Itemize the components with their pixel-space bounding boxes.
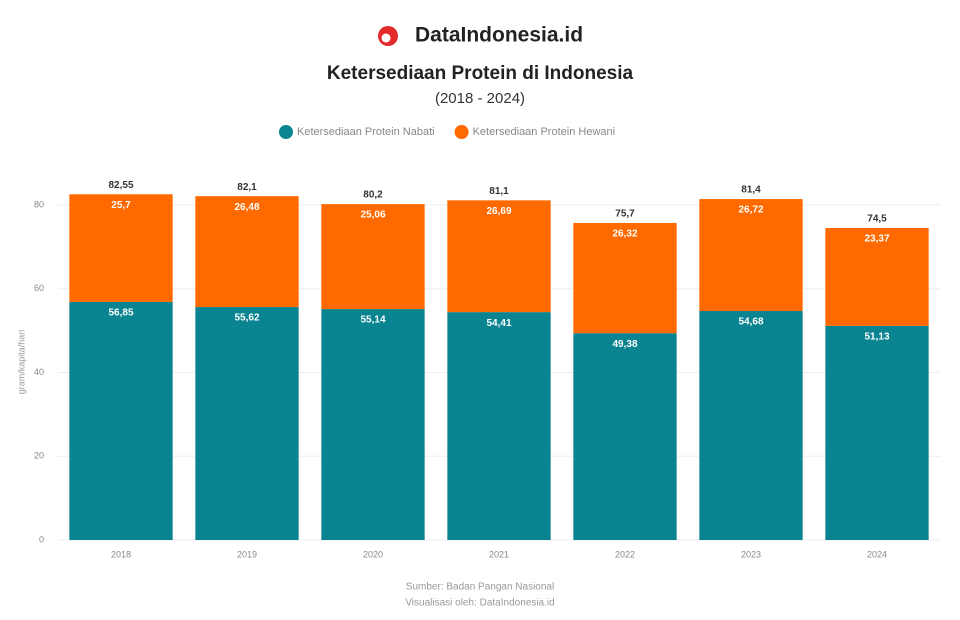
chart-title: Ketersediaan Protein di Indonesia xyxy=(327,63,634,84)
legend-label: Ketersediaan Protein Hewani xyxy=(473,126,615,138)
total-label: 81,4 xyxy=(741,185,761,196)
data-label: 26,48 xyxy=(234,202,259,213)
y-tick-label: 20 xyxy=(34,451,44,461)
total-label: 82,1 xyxy=(237,182,257,193)
bar-segment xyxy=(573,333,677,540)
y-axis-label: gram/kapita/hari xyxy=(16,330,26,395)
brand: DataIndonesia.id xyxy=(415,24,583,47)
source-note: Visualisasi oleh: DataIndonesia.id xyxy=(405,598,554,609)
bar-segment xyxy=(825,227,929,326)
total-label: 75,7 xyxy=(615,209,635,220)
data-label: 55,62 xyxy=(234,313,259,324)
x-tick-label: 2018 xyxy=(111,549,131,559)
bar-segment xyxy=(69,301,173,540)
data-label: 51,13 xyxy=(864,331,889,342)
chart-subtitle: (2018 - 2024) xyxy=(435,90,525,107)
data-label: 23,37 xyxy=(864,234,889,245)
data-label: 25,7 xyxy=(111,200,131,211)
total-label: 80,2 xyxy=(363,190,383,201)
legend-label: Ketersediaan Protein Nabati xyxy=(297,126,435,138)
x-tick-label: 2019 xyxy=(237,549,257,559)
brand-logo-inner xyxy=(381,33,391,43)
bar-segment xyxy=(825,325,929,540)
data-label: 55,14 xyxy=(360,315,385,326)
x-tick-label: 2021 xyxy=(489,549,509,559)
data-label: 54,41 xyxy=(486,318,511,329)
data-label: 25,06 xyxy=(360,210,385,221)
y-tick-label: 80 xyxy=(34,199,44,209)
legend-swatch xyxy=(454,125,469,139)
x-tick-label: 2023 xyxy=(741,549,761,559)
bar-segment xyxy=(321,309,425,540)
bar-segment xyxy=(699,310,803,540)
data-label: 54,68 xyxy=(738,317,763,328)
bar-segment xyxy=(321,204,425,310)
x-tick-label: 2020 xyxy=(363,549,383,559)
bar-segment xyxy=(699,199,803,311)
bar-segment xyxy=(447,200,551,313)
y-tick-label: 40 xyxy=(34,367,44,377)
total-label: 74,5 xyxy=(867,214,887,225)
bar-segment xyxy=(447,312,551,540)
source-note: Sumber: Badan Pangan Nasional xyxy=(406,582,554,593)
bar-segment xyxy=(195,307,299,540)
x-tick-label: 2024 xyxy=(867,549,887,559)
data-label: 49,38 xyxy=(612,339,637,350)
data-label: 26,72 xyxy=(738,205,763,216)
x-tick-label: 2022 xyxy=(615,549,635,559)
data-label: 56,85 xyxy=(108,308,133,319)
total-label: 81,1 xyxy=(489,186,509,197)
y-tick-label: 0 xyxy=(39,534,44,544)
y-tick-label: 60 xyxy=(34,283,44,293)
data-label: 26,32 xyxy=(612,229,637,240)
data-label: 26,69 xyxy=(486,206,511,217)
legend-swatch xyxy=(279,125,293,139)
bar-segment xyxy=(573,222,677,334)
bar-segment xyxy=(195,196,299,308)
bar-segment xyxy=(69,194,173,302)
total-label: 82,55 xyxy=(108,180,133,191)
